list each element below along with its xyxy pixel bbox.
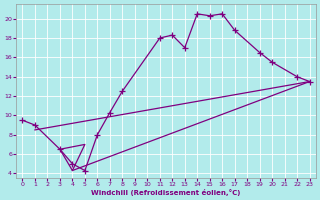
X-axis label: Windchill (Refroidissement éolien,°C): Windchill (Refroidissement éolien,°C) [91,189,241,196]
